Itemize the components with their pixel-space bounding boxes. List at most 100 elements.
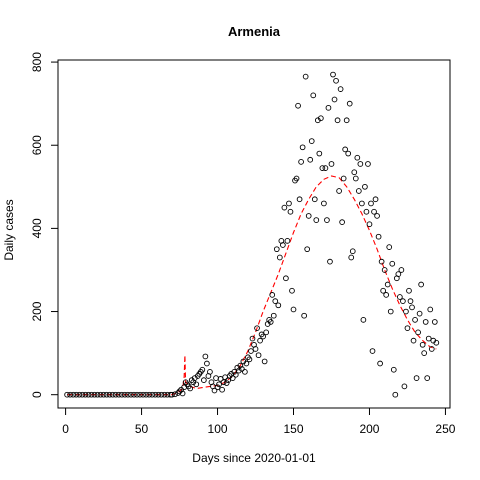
- data-point: [254, 325, 260, 332]
- data-point: [216, 381, 222, 388]
- data-point: [249, 335, 256, 342]
- data-point: [383, 292, 390, 298]
- data-point: [94, 391, 101, 398]
- data-point: [374, 213, 380, 219]
- data-point: [202, 353, 209, 360]
- data-point: [330, 71, 336, 78]
- data-point: [158, 391, 165, 398]
- data-point: [421, 350, 428, 356]
- data-point: [409, 304, 415, 311]
- data-point: [427, 306, 434, 313]
- data-point: [70, 391, 77, 398]
- chart-title: Armenia: [228, 24, 281, 39]
- y-tick-label: 400: [30, 218, 44, 238]
- data-point: [346, 100, 353, 107]
- data-point: [261, 358, 268, 365]
- data-point: [76, 391, 83, 398]
- data-point: [307, 156, 314, 163]
- data-point: [339, 219, 345, 226]
- data-point: [82, 391, 89, 398]
- data-point: [431, 319, 438, 325]
- data-point: [419, 341, 426, 348]
- x-tick-label: 200: [359, 422, 379, 436]
- data-point: [368, 200, 374, 207]
- data-point: [143, 391, 149, 398]
- data-point: [109, 391, 116, 398]
- data-point: [293, 175, 300, 182]
- data-point: [248, 348, 254, 354]
- data-point: [287, 208, 294, 215]
- data-point: [360, 317, 367, 323]
- data-point: [276, 254, 283, 261]
- data-point: [404, 325, 411, 332]
- data-point: [134, 391, 140, 398]
- data-point: [211, 387, 218, 394]
- data-point: [351, 169, 358, 176]
- data-point: [137, 391, 143, 398]
- data-point: [257, 337, 263, 344]
- data-point: [336, 188, 342, 194]
- y-axis-label: Daily cases: [2, 199, 16, 260]
- data-point: [179, 390, 186, 397]
- data-point: [416, 310, 423, 317]
- data-point: [304, 246, 311, 253]
- data-point: [298, 159, 304, 165]
- data-point: [345, 150, 352, 157]
- data-point: [380, 287, 386, 294]
- data-point: [85, 391, 92, 398]
- data-point: [340, 175, 347, 182]
- data-point: [155, 391, 162, 398]
- x-axis-label: Days since 2020-01-01: [192, 451, 316, 465]
- data-point: [115, 391, 122, 398]
- data-point: [325, 104, 332, 111]
- data-point: [362, 183, 368, 190]
- data-point: [67, 391, 74, 398]
- data-point: [349, 248, 356, 255]
- data-point: [412, 317, 418, 323]
- data-point: [343, 117, 350, 124]
- data-point: [355, 188, 362, 194]
- data-point: [100, 391, 107, 398]
- data-point: [387, 308, 394, 315]
- data-point: [214, 384, 221, 391]
- data-point: [204, 360, 210, 367]
- data-point: [193, 381, 200, 388]
- data-point: [413, 375, 420, 381]
- data-point: [333, 77, 339, 84]
- data-point: [378, 258, 385, 265]
- data-point: [73, 391, 80, 398]
- data-point: [418, 281, 424, 288]
- data-point: [386, 244, 393, 250]
- data-point: [280, 242, 286, 248]
- data-point: [149, 391, 156, 398]
- x-tick-label: 150: [283, 422, 303, 436]
- data-point: [363, 208, 370, 215]
- data-point: [201, 377, 207, 383]
- data-point: [398, 267, 405, 273]
- data-point: [321, 200, 327, 207]
- data-point: [237, 362, 244, 369]
- y-tick-label: 0: [30, 391, 44, 398]
- data-point: [152, 391, 159, 398]
- data-point: [223, 380, 230, 386]
- data-point: [112, 391, 119, 398]
- data-point: [255, 352, 262, 359]
- data-point: [219, 386, 225, 393]
- data-point: [424, 375, 431, 381]
- data-point: [372, 196, 379, 203]
- data-point: [311, 196, 318, 203]
- data-point: [270, 312, 277, 319]
- data-point: [106, 391, 113, 398]
- data-point: [131, 391, 137, 398]
- data-point: [334, 117, 341, 124]
- data-point: [319, 165, 326, 171]
- y-tick-label: 200: [30, 301, 44, 321]
- data-point: [122, 391, 128, 398]
- data-point: [235, 367, 242, 374]
- data-point: [397, 294, 403, 300]
- data-point: [283, 275, 289, 282]
- data-point: [410, 337, 417, 344]
- data-point: [337, 86, 344, 92]
- data-point: [118, 391, 125, 398]
- data-point: [246, 356, 253, 363]
